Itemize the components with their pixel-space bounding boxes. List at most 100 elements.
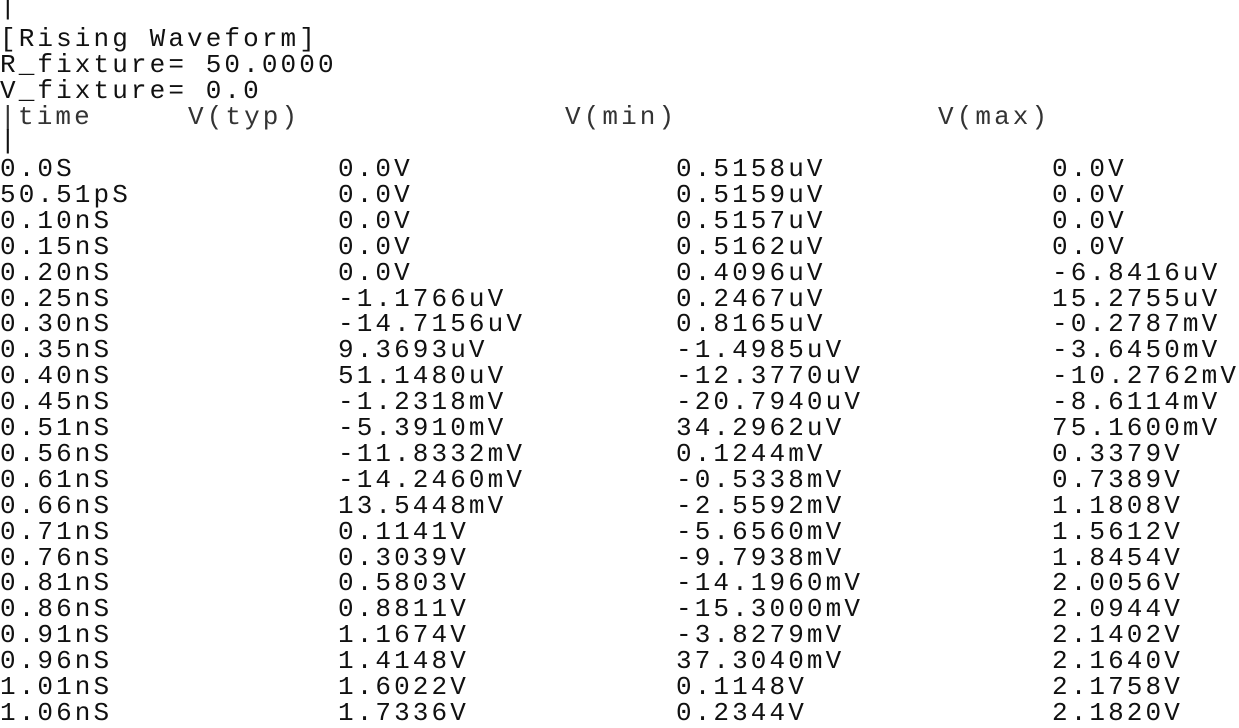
max-cell: -3.6450mV — [1052, 335, 1221, 366]
typ-cell: -14.2460mV — [338, 464, 526, 495]
min-cell: 0.4096uV — [676, 257, 826, 288]
header-max: V(max) — [938, 102, 1051, 132]
time-cell: 0.76nS — [0, 542, 113, 573]
time-cell: 0.0S — [0, 154, 75, 184]
table-row: 0.96nS 1.4148V 37.3040mV 2.1640V — [0, 648, 1239, 674]
max-cell: 2.0944V — [1052, 594, 1183, 625]
max-cell: 2.1820V — [1052, 697, 1183, 728]
min-cell: 0.1244mV — [676, 438, 826, 469]
header-time: time — [18, 102, 93, 132]
typ-cell: 0.0V — [338, 231, 413, 262]
time-cell: 0.61nS — [0, 464, 113, 495]
min-cell: -2.5592mV — [676, 490, 845, 521]
table-row: 0.61nS -14.2460mV -0.5338mV 0.7389V — [0, 467, 1239, 493]
table-row: 0.0S 0.0V 0.5158uV 0.0V — [0, 156, 1239, 182]
max-cell: -0.2787mV — [1052, 309, 1221, 340]
header-typ: V(typ) — [188, 102, 301, 132]
r-fixture: R_fixture= 50.0000 — [0, 50, 337, 80]
table-row: 0.10nS 0.0V 0.5157uV 0.0V — [0, 208, 1239, 234]
typ-cell: 0.0V — [338, 205, 413, 236]
table-row: 0.81nS 0.5803V -14.1960mV 2.0056V — [0, 570, 1239, 596]
min-cell: -14.1960mV — [676, 568, 864, 599]
min-cell: 37.3040mV — [676, 646, 845, 677]
min-cell: -9.7938mV — [676, 542, 845, 573]
table-row: 0.71nS 0.1141V -5.6560mV 1.5612V — [0, 519, 1239, 545]
max-cell: 0.0V — [1052, 154, 1127, 184]
min-cell: -20.7940uV — [676, 387, 864, 418]
typ-cell: 0.3039V — [338, 542, 469, 573]
time-cell: 1.06nS — [0, 697, 113, 728]
min-cell: 34.2962uV — [676, 413, 845, 443]
max-cell: 0.7389V — [1052, 464, 1183, 495]
max-cell: 2.1758V — [1052, 672, 1183, 702]
typ-cell: 0.5803V — [338, 568, 469, 599]
min-cell: 0.1148V — [676, 672, 807, 702]
time-cell: 0.30nS — [0, 309, 113, 340]
max-cell: 0.0V — [1052, 231, 1127, 262]
column-header: | time V(typ) V(min) V(max) — [0, 104, 1239, 130]
table-row: 0.66nS 13.5448mV -2.5592mV 1.1808V — [0, 493, 1239, 519]
separator-bar: | — [0, 126, 19, 156]
max-cell: 0.0V — [1052, 179, 1127, 210]
header-bar: | — [0, 102, 19, 132]
table-row: 0.56nS -11.8332mV 0.1244mV 0.3379V — [0, 441, 1239, 467]
typ-cell: -14.7156uV — [338, 309, 526, 340]
table-row: 0.51nS -5.3910mV 34.2962uV 75.1600mV — [0, 415, 1239, 441]
min-cell: 0.2344V — [676, 697, 807, 728]
typ-cell: 0.0V — [338, 179, 413, 210]
min-cell: -3.8279mV — [676, 620, 845, 651]
max-cell: 1.5612V — [1052, 516, 1183, 547]
typ-cell: 0.8811V — [338, 594, 469, 625]
max-cell: -10.2762mV — [1052, 361, 1239, 392]
time-cell: 0.96nS — [0, 646, 113, 677]
typ-cell: -5.3910mV — [338, 413, 507, 443]
time-cell: 0.40nS — [0, 361, 113, 392]
typ-cell: 0.1141V — [338, 516, 469, 547]
table-row: 50.51pS 0.0V 0.5159uV 0.0V — [0, 182, 1239, 208]
max-cell: 2.1640V — [1052, 646, 1183, 677]
table-row: 1.01nS 1.6022V 0.1148V 2.1758V — [0, 674, 1239, 700]
header-min: V(min) — [565, 102, 678, 132]
typ-cell: 1.6022V — [338, 672, 469, 702]
comment-bar: | — [0, 0, 19, 22]
max-cell: 1.1808V — [1052, 490, 1183, 521]
typ-cell: 1.4148V — [338, 646, 469, 677]
table-row: 0.76nS 0.3039V -9.7938mV 1.8454V — [0, 545, 1239, 571]
table-row: 0.45nS -1.2318mV -20.7940uV -8.6114mV — [0, 389, 1239, 415]
time-cell: 1.01nS — [0, 672, 113, 702]
typ-cell: 13.5448mV — [338, 490, 507, 521]
time-cell: 0.25nS — [0, 283, 113, 314]
max-cell: 0.3379V — [1052, 438, 1183, 469]
table-row: 0.35nS 9.3693uV -1.4985uV -3.6450mV — [0, 337, 1239, 363]
min-cell: -1.4985uV — [676, 335, 845, 366]
min-cell: 0.5157uV — [676, 205, 826, 236]
table-row: 0.20nS 0.0V 0.4096uV -6.8416uV — [0, 260, 1239, 286]
max-cell: 0.0V — [1052, 205, 1127, 236]
min-cell: 0.5158uV — [676, 154, 826, 184]
table-row: 0.91nS 1.1674V -3.8279mV 2.1402V — [0, 622, 1239, 648]
time-cell: 0.51nS — [0, 413, 113, 443]
typ-cell: 1.7336V — [338, 697, 469, 728]
time-cell: 0.10nS — [0, 205, 113, 236]
typ-cell: -1.1766uV — [338, 283, 507, 314]
time-cell: 0.56nS — [0, 438, 113, 469]
typ-cell: 51.1480uV — [338, 361, 507, 392]
time-cell: 0.66nS — [0, 490, 113, 521]
time-cell: 0.81nS — [0, 568, 113, 599]
table-row: 0.15nS 0.0V 0.5162uV 0.0V — [0, 234, 1239, 260]
min-cell: -12.3770uV — [676, 361, 864, 392]
section-title: [Rising Waveform] — [0, 24, 318, 54]
table-row: 0.30nS -14.7156uV 0.8165uV -0.2787mV — [0, 311, 1239, 337]
max-cell: 1.8454V — [1052, 542, 1183, 573]
max-cell: -6.8416uV — [1052, 257, 1221, 288]
typ-cell: 9.3693uV — [338, 335, 488, 366]
typ-cell: -1.2318mV — [338, 387, 507, 418]
time-cell: 0.20nS — [0, 257, 113, 288]
max-cell: 15.2755uV — [1052, 283, 1221, 314]
typ-cell: 0.0V — [338, 154, 413, 184]
min-cell: 0.5162uV — [676, 231, 826, 262]
time-cell: 0.15nS — [0, 231, 113, 262]
min-cell: -0.5338mV — [676, 464, 845, 495]
table-row: 0.86nS 0.8811V -15.3000mV 2.0944V — [0, 596, 1239, 622]
min-cell: -15.3000mV — [676, 594, 864, 625]
